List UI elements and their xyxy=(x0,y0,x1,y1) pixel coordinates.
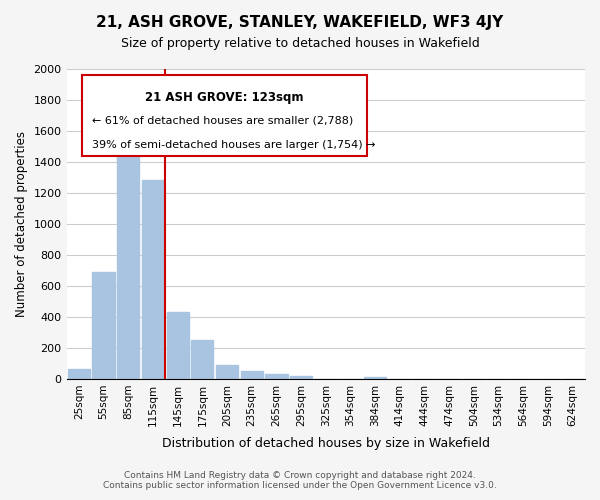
Text: Contains HM Land Registry data © Crown copyright and database right 2024.
Contai: Contains HM Land Registry data © Crown c… xyxy=(103,470,497,490)
FancyBboxPatch shape xyxy=(82,75,367,156)
Bar xyxy=(167,312,189,379)
Bar xyxy=(216,365,238,379)
Text: 39% of semi-detached houses are larger (1,754) →: 39% of semi-detached houses are larger (… xyxy=(92,140,376,150)
Bar xyxy=(364,376,386,379)
Text: ← 61% of detached houses are smaller (2,788): ← 61% of detached houses are smaller (2,… xyxy=(92,116,354,126)
X-axis label: Distribution of detached houses by size in Wakefield: Distribution of detached houses by size … xyxy=(162,437,490,450)
Text: Size of property relative to detached houses in Wakefield: Size of property relative to detached ho… xyxy=(121,38,479,51)
Bar xyxy=(191,340,214,379)
Bar xyxy=(265,374,287,379)
Bar xyxy=(68,369,90,379)
Text: 21, ASH GROVE, STANLEY, WAKEFIELD, WF3 4JY: 21, ASH GROVE, STANLEY, WAKEFIELD, WF3 4… xyxy=(97,15,503,30)
Bar xyxy=(92,272,115,379)
Y-axis label: Number of detached properties: Number of detached properties xyxy=(15,131,28,317)
Bar xyxy=(241,371,263,379)
Bar xyxy=(290,376,312,379)
Bar xyxy=(117,126,139,379)
Text: 21 ASH GROVE: 123sqm: 21 ASH GROVE: 123sqm xyxy=(145,90,304,104)
Bar xyxy=(142,180,164,379)
